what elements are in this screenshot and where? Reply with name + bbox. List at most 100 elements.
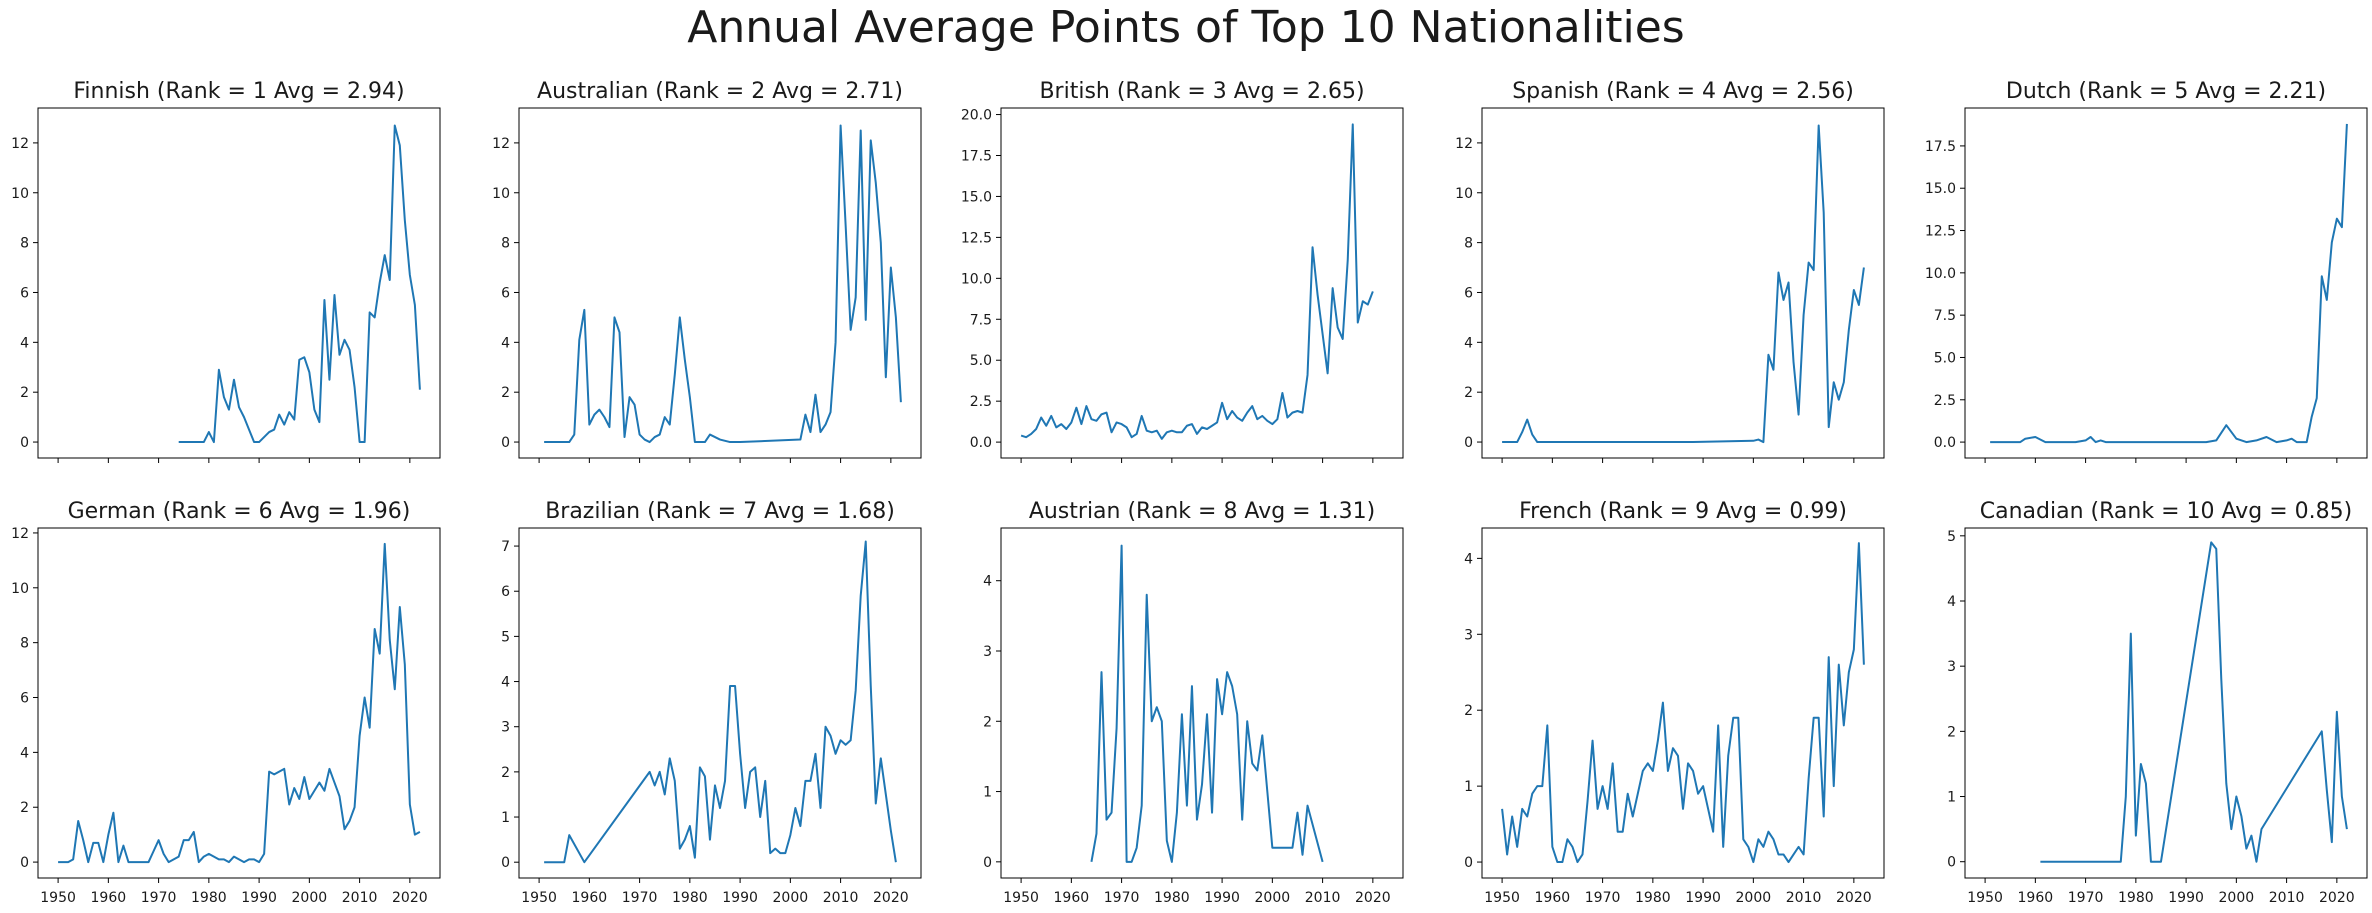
x-tick-label: 2000	[1736, 890, 1772, 906]
x-tick-label: 1980	[191, 890, 227, 906]
series-line	[1090, 544, 1324, 863]
y-tick-label: 4	[1464, 551, 1473, 567]
x-tick-label: 1960	[1535, 890, 1571, 906]
plot-frame	[37, 527, 441, 879]
x-tick-label: 1960	[91, 890, 127, 906]
y-tick-label: 4	[1464, 335, 1473, 351]
y-tick-label: 4	[20, 335, 29, 351]
y-tick-label: 12	[11, 526, 29, 542]
series-line	[1501, 542, 1865, 864]
y-tick-label: 0	[20, 435, 29, 451]
x-tick-label: 1980	[1154, 890, 1190, 906]
y-tick-label: 0	[501, 435, 510, 451]
subplot-title: Spanish (Rank = 4 Avg = 2.56)	[1512, 79, 1854, 104]
x-tick-label: 1960	[2018, 890, 2054, 906]
series-line	[178, 124, 421, 444]
y-tick-label: 1	[501, 810, 510, 826]
x-tick-label: 1960	[1054, 890, 1090, 906]
y-tick-label: 8	[501, 236, 510, 252]
y-tick-label: 6	[20, 691, 29, 707]
plot-frame	[1964, 107, 2368, 459]
y-tick-label: 6	[1464, 285, 1473, 301]
y-tick-label: 8	[1464, 236, 1473, 252]
x-tick-label: 1980	[2118, 890, 2154, 906]
y-tick-label: 12.5	[1925, 224, 1956, 240]
plot-frame	[1000, 107, 1404, 459]
series-line	[1502, 124, 1865, 444]
series-line	[58, 542, 421, 864]
plot-frame	[1481, 107, 1885, 459]
y-tick-label: 5.0	[1934, 350, 1956, 366]
y-tick-label: 3	[1947, 659, 1956, 675]
subplot-title: Canadian (Rank = 10 Avg = 0.85)	[1980, 499, 2352, 524]
plot-frame	[37, 107, 441, 459]
subplot-9: French (Rank = 9 Avg = 0.99) 0 1 2 3 4 1950 196…	[1464, 499, 1885, 906]
x-tick-label: 1970	[1104, 890, 1140, 906]
x-tick-label: 1990	[722, 890, 758, 906]
plot-frame	[1481, 527, 1885, 879]
y-tick-label: 6	[501, 285, 510, 301]
x-tick-label: 2010	[1305, 890, 1341, 906]
x-tick-label: 2020	[873, 890, 909, 906]
x-tick-label: 1980	[1635, 890, 1671, 906]
y-tick-label: 0	[1947, 855, 1956, 871]
subplot-3: British (Rank = 3 Avg = 2.65) 0.0 2.5 5.0 7.…	[961, 79, 1404, 463]
x-tick-label: 2020	[1836, 890, 1872, 906]
x-tick-label: 2020	[392, 890, 428, 906]
y-tick-label: 12.5	[961, 230, 992, 246]
x-tick-label: 2020	[1355, 890, 1391, 906]
y-tick-label: 10.0	[1925, 266, 1956, 282]
y-tick-label: 2	[20, 800, 29, 816]
x-tick-label: 2000	[773, 890, 809, 906]
y-tick-label: 2	[983, 714, 992, 730]
subplot-title: Dutch (Rank = 5 Avg = 2.21)	[2006, 79, 2326, 104]
y-tick-label: 1	[1464, 779, 1473, 795]
x-tick-label: 1990	[241, 890, 277, 906]
y-tick-label: 10	[1455, 186, 1473, 202]
x-tick-label: 1990	[1204, 890, 1240, 906]
figure-title: Annual Average Points of Top 10 National…	[687, 2, 1685, 53]
y-tick-label: 6	[501, 584, 510, 600]
plot-frame	[1964, 527, 2368, 879]
y-tick-label: 8	[20, 236, 29, 252]
subplot-10: Canadian (Rank = 10 Avg = 0.85) 0 1 2 3 4 5 195…	[1947, 499, 2368, 906]
subplot-7: Brazilian (Rank = 7 Avg = 1.68) 0 1 2 3 4 5 6 7 1…	[501, 499, 922, 906]
series-line	[1990, 123, 2348, 444]
y-tick-label: 7.5	[1934, 308, 1956, 324]
x-tick-label: 1950	[40, 890, 76, 906]
x-tick-label: 1950	[1967, 890, 2003, 906]
x-tick-label: 2020	[2319, 890, 2355, 906]
y-tick-label: 2	[20, 385, 29, 401]
y-tick-label: 8	[20, 636, 29, 652]
subplot-title: Brazilian (Rank = 7 Avg = 1.68)	[545, 499, 895, 524]
y-tick-label: 4	[983, 574, 992, 590]
x-tick-label: 2010	[342, 890, 378, 906]
y-tick-label: 10	[11, 581, 29, 597]
plot-frame	[518, 107, 922, 459]
subplot-2: Australian (Rank = 2 Avg = 2.71) 0 2 4 6 8 10 1…	[492, 79, 922, 463]
y-tick-label: 0	[1464, 855, 1473, 871]
y-tick-label: 12	[492, 136, 510, 152]
y-tick-label: 4	[501, 675, 510, 691]
y-tick-label: 12	[11, 136, 29, 152]
series-line	[1020, 123, 1374, 440]
y-tick-label: 1	[983, 785, 992, 801]
y-tick-label: 0	[501, 855, 510, 871]
subplot-4: Spanish (Rank = 4 Avg = 2.56) 0 2 4 6 8 10 12	[1455, 79, 1885, 463]
y-tick-label: 4	[20, 745, 29, 761]
subplot-8: Austrian (Rank = 8 Avg = 1.31) 0 1 2 3 4 1950 1…	[983, 499, 1404, 906]
y-tick-label: 2	[501, 765, 510, 781]
y-tick-label: 6	[20, 285, 29, 301]
subplot-6: German (Rank = 6 Avg = 1.96) 0 2 4 6 8 10 12 195…	[11, 499, 441, 906]
x-tick-label: 2000	[292, 890, 328, 906]
y-tick-label: 2	[1947, 724, 1956, 740]
y-tick-label: 5.0	[970, 353, 992, 369]
y-tick-label: 12	[1455, 136, 1473, 152]
y-tick-label: 5	[1947, 529, 1956, 545]
series-line	[544, 124, 902, 444]
x-tick-label: 1950	[521, 890, 557, 906]
series-line	[544, 540, 897, 864]
y-tick-label: 7.5	[970, 312, 992, 328]
y-tick-label: 4	[1947, 594, 1956, 610]
